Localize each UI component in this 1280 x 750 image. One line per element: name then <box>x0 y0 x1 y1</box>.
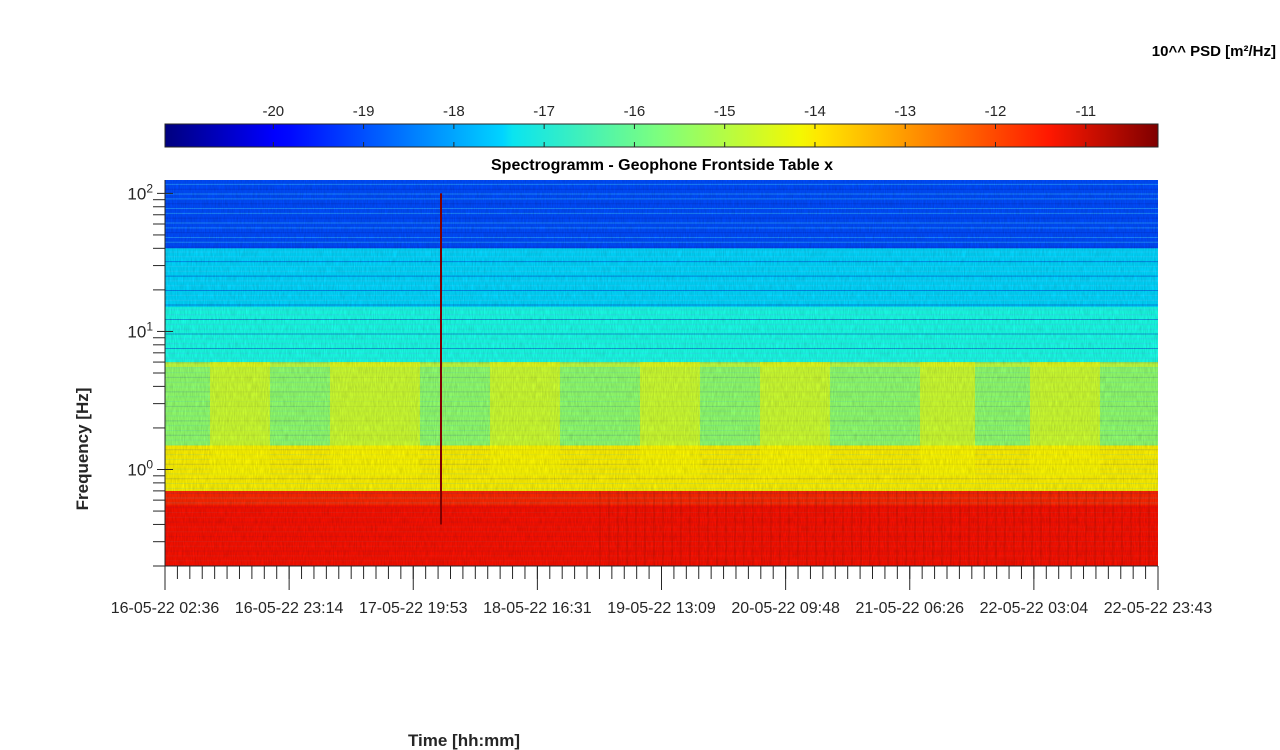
plot-title: Spectrogramm - Geophone Frontside Table … <box>491 157 833 174</box>
x-tick-label: 22-05-22 23:43 <box>1104 600 1213 617</box>
colorbar-tick-label: -14 <box>804 103 826 120</box>
y-tick-label: 101 <box>127 319 153 341</box>
colorbar-tick-label: -11 <box>1075 103 1096 120</box>
colorbar: -20 -19 -18 -17 -16 -15 -14 -13 -12 -11 <box>164 103 1159 148</box>
y-tick-label: 100 <box>127 458 153 480</box>
x-tick-label: 19-05-22 13:09 <box>607 600 716 617</box>
colorbar-title: 10^^ PSD [m²/Hz] <box>1151 43 1276 60</box>
x-axis-label: Time [hh:mm] <box>408 731 520 750</box>
x-tick-label: 18-05-22 16:31 <box>483 600 592 617</box>
colorbar-tick-label: -15 <box>714 103 736 120</box>
colorbar-frame <box>164 123 1159 148</box>
colorbar-tick-label: -17 <box>533 103 555 120</box>
colorbar-tick-label: -18 <box>443 103 465 120</box>
colorbar-tick-label: -16 <box>624 103 646 120</box>
colorbar-gradient <box>165 124 1158 147</box>
x-tick-label: 21-05-22 06:26 <box>855 600 964 617</box>
x-tick-label: 22-05-22 03:04 <box>980 600 1089 617</box>
x-tick-label: 16-05-22 23:14 <box>235 600 344 617</box>
x-tick-label: 20-05-22 09:48 <box>731 600 840 617</box>
colorbar-tick-label: -13 <box>894 103 916 120</box>
x-tick-label: 16-05-22 02:36 <box>111 600 220 617</box>
plot-axes: 100 101 102 16-05-22 02:36 16-05-22 23:14 17-… <box>111 180 1213 617</box>
x-tick-label: 17-05-22 19:53 <box>359 600 468 617</box>
colorbar-tick-label: -19 <box>353 103 375 120</box>
heatmap-grain-overlay <box>165 180 1158 566</box>
colorbar-tick-label: -20 <box>262 103 284 120</box>
y-axis-label: Frequency [Hz] <box>73 388 92 511</box>
y-tick-label: 102 <box>127 181 153 203</box>
colorbar-ticks: -20 -19 -18 -17 -16 -15 -14 -13 -12 -11 <box>262 103 1096 147</box>
colorbar-tick-label: -12 <box>985 103 1007 120</box>
